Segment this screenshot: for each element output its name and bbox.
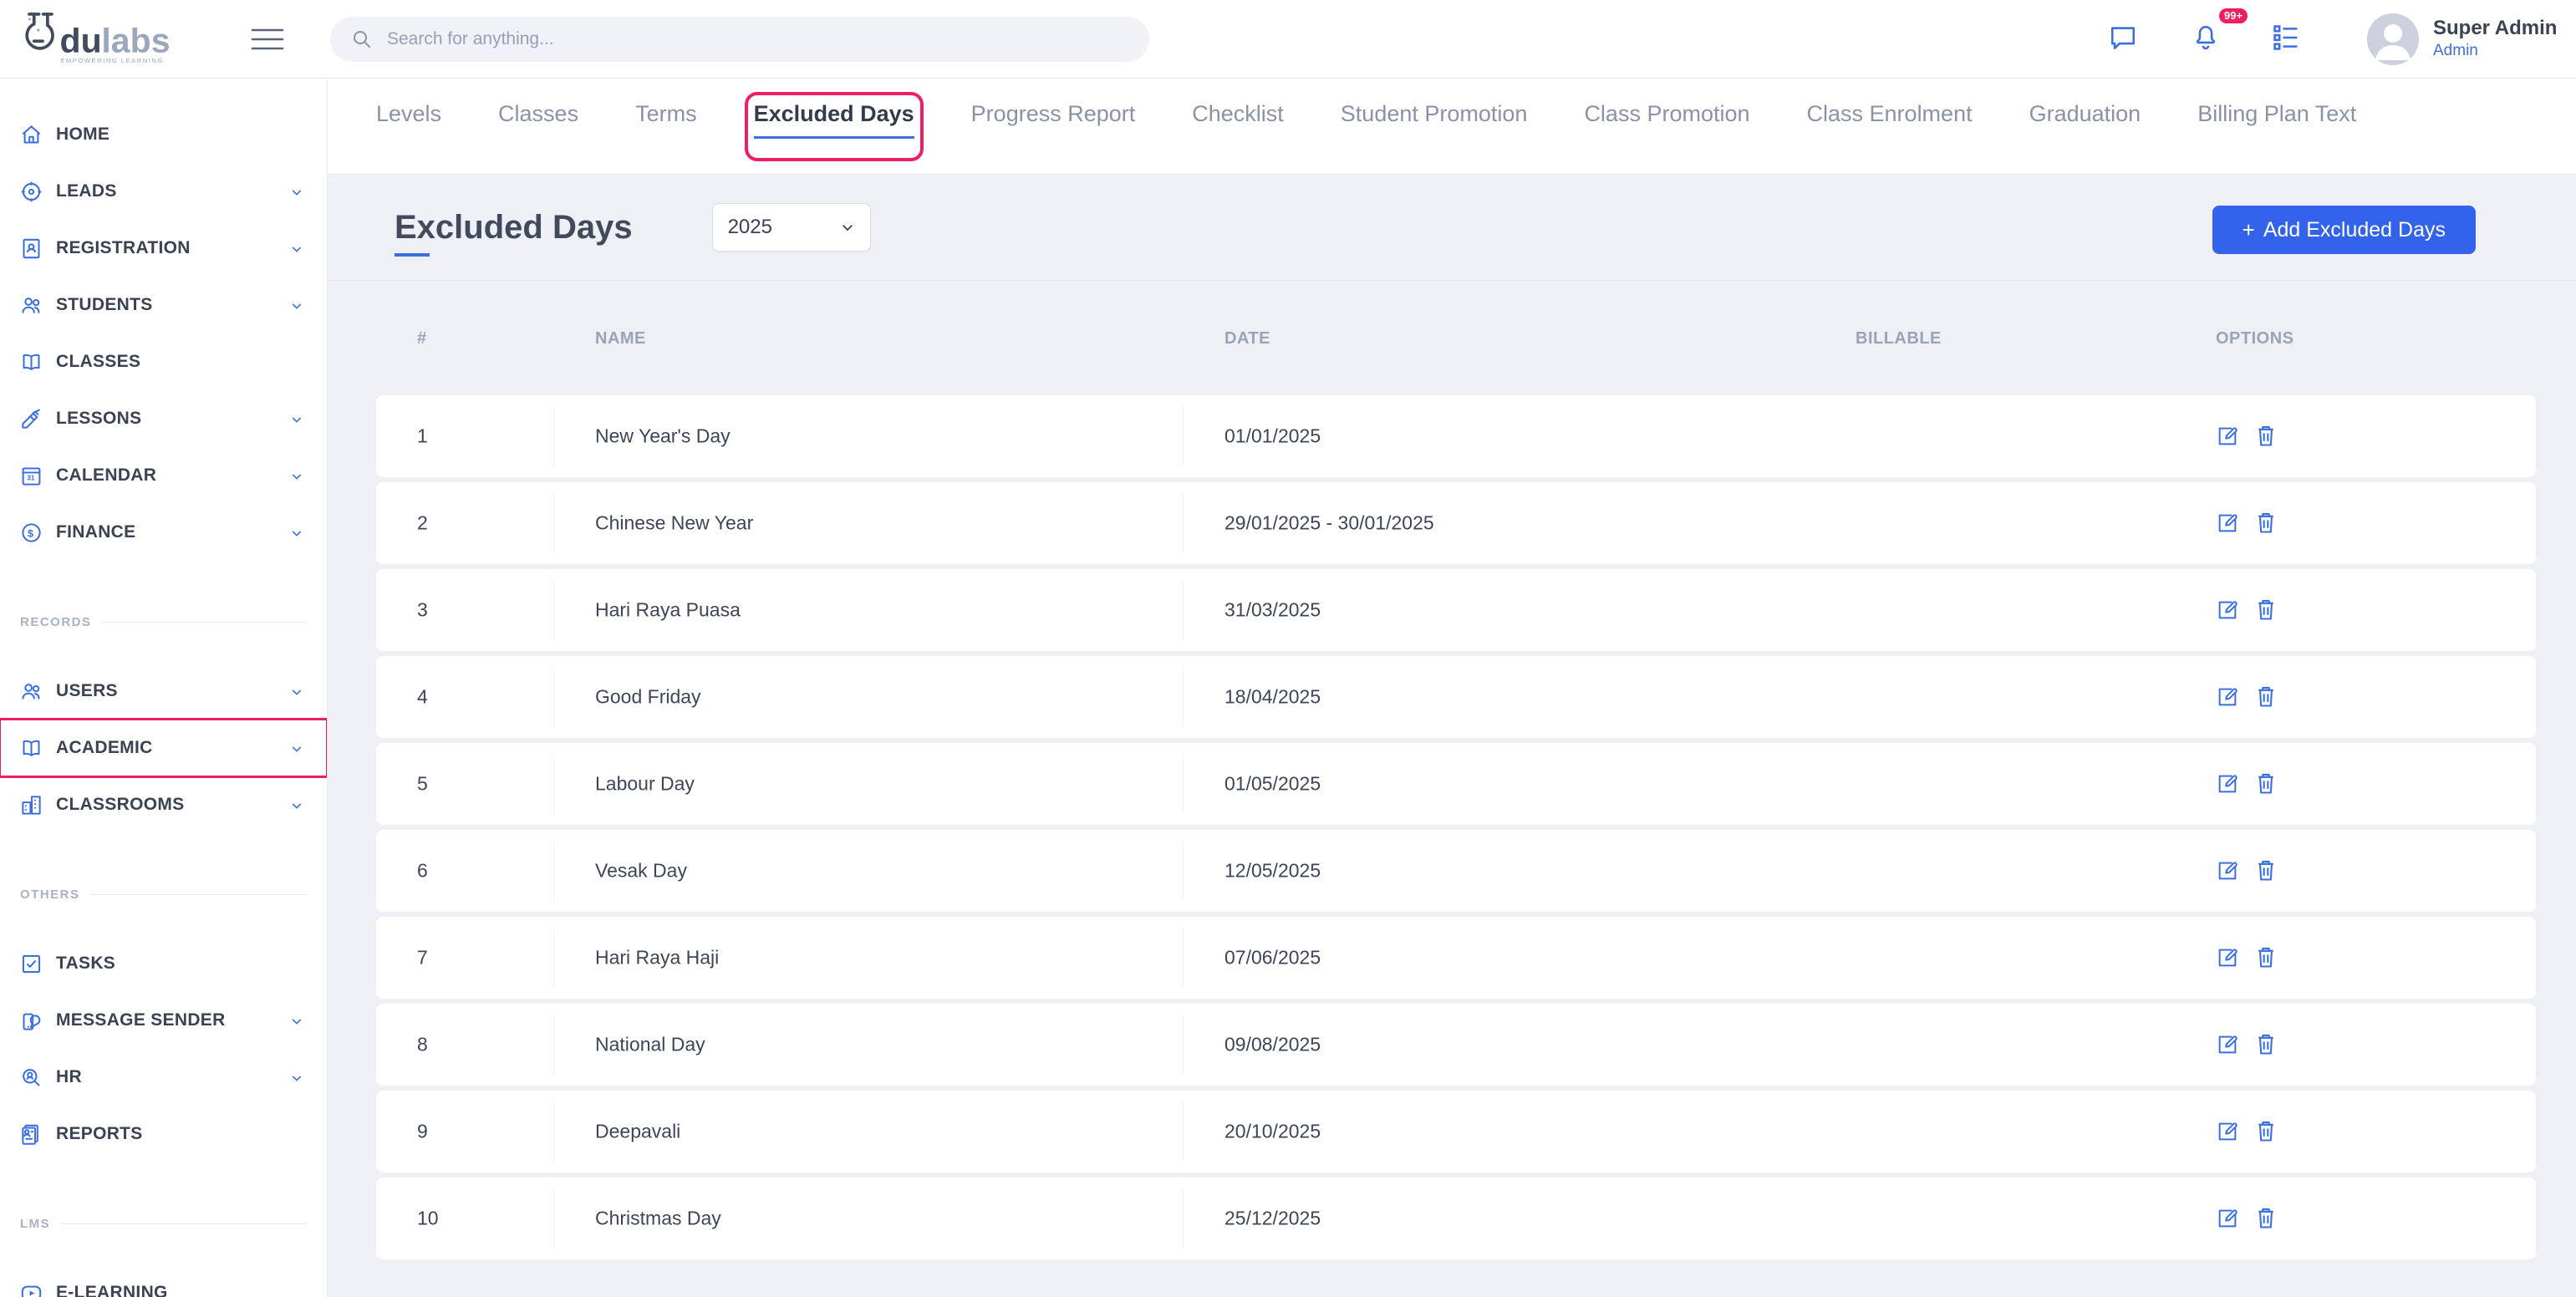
svg-text:31: 31 [27,473,35,481]
svg-text:$: $ [28,527,33,539]
svg-text:EMPOWERING LEARNING: EMPOWERING LEARNING [60,57,164,64]
svg-text:labs: labs [101,21,170,59]
svg-text:du: du [60,21,102,59]
